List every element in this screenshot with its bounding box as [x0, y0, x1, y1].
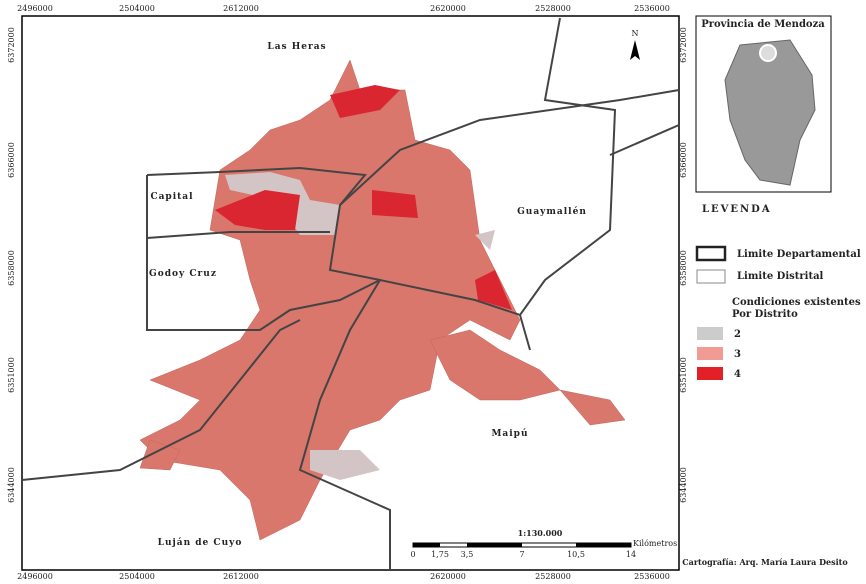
- legend-subtitle: Condiciones existentes: [732, 297, 861, 308]
- scale-tick-label: 1,75: [431, 550, 449, 559]
- zone: [215, 190, 300, 230]
- legend-swatch: [697, 327, 723, 340]
- legend-swatch: [697, 347, 723, 360]
- scale-unit: Kilómetros: [633, 539, 677, 548]
- scale-ticks: 0 1,75 3,5 7 10,5 14: [410, 550, 636, 559]
- department-label: Godoy Cruz: [149, 269, 217, 279]
- coord-bottom: 2528000: [535, 572, 571, 581]
- limit: [519, 314, 531, 351]
- coord-top: 2620000: [430, 4, 466, 13]
- legend-line-swatch: [696, 269, 726, 284]
- legend-class-label: 2: [734, 329, 741, 340]
- scale-tick-label: 7: [519, 550, 524, 559]
- scale-ratio: 1:130.000: [518, 528, 563, 538]
- coord-top: 2536000: [634, 4, 670, 13]
- limit: [298, 279, 391, 570]
- legend-title: LEVENDA: [702, 204, 772, 215]
- class-4-zones: [215, 85, 512, 310]
- department-label: Maipú: [491, 428, 528, 439]
- coord-left: 6358000: [7, 250, 16, 286]
- coord-left: 6351000: [7, 357, 16, 393]
- legend-line-label: Limite Departamental: [737, 249, 861, 260]
- scale-seg: [576, 543, 631, 547]
- coord-right: 6351000: [679, 357, 688, 393]
- legend-subtitle: Por Distrito: [732, 309, 798, 320]
- coordinates: 2496000 2496000 2504000 2504000 2612000 26120…: [7, 4, 688, 581]
- limit: [339, 89, 680, 206]
- department-label: Luján de Cuyo: [158, 537, 243, 548]
- coord-left: 6372000: [7, 27, 16, 63]
- scale-tick-label: 0: [410, 550, 415, 559]
- legend-class-label: 4: [734, 369, 741, 380]
- arrow: [630, 40, 640, 60]
- scale-tick-label: 14: [626, 550, 636, 559]
- legend-swatch: [697, 367, 723, 380]
- zone: [475, 230, 495, 250]
- scale-seg: [413, 543, 440, 547]
- legend-line-label: Limite Distrital: [737, 271, 824, 282]
- province-shape: [724, 39, 816, 186]
- north-label: N: [632, 29, 639, 38]
- coord-top: 2504000: [119, 4, 155, 13]
- coord-bottom: 2612000: [223, 572, 259, 581]
- coord-bottom: 2504000: [119, 572, 155, 581]
- credit: Cartografía: Arq. María Laura Desito: [682, 557, 848, 567]
- department-label: Las Heras: [267, 42, 326, 52]
- department-limits: [21, 17, 680, 570]
- limit: [21, 319, 301, 481]
- coord-right: 6366000: [679, 142, 688, 178]
- north-arrow: [630, 40, 640, 60]
- zone: [475, 270, 512, 310]
- zone: [330, 85, 400, 118]
- coord-right: 6372000: [679, 27, 688, 63]
- limit: [146, 175, 381, 331]
- legend-classes: 2 3 4: [697, 327, 741, 380]
- limit: [146, 17, 617, 317]
- department-label: Capital: [150, 192, 193, 202]
- study-area: [759, 44, 777, 62]
- coord-top: 2496000: [17, 4, 53, 13]
- zone: [372, 190, 418, 218]
- coord-bottom: 2536000: [634, 572, 670, 581]
- coord-bottom: 2620000: [430, 572, 466, 581]
- scale-tick-label: 10,5: [567, 550, 585, 559]
- limit: [609, 124, 680, 156]
- coord-bottom: 2496000: [17, 572, 53, 581]
- scale-tick-label: 3,5: [461, 550, 474, 559]
- scale-seg: [467, 543, 522, 547]
- legend-class-label: 3: [734, 349, 741, 360]
- inset-title: Provincia de Mendoza: [701, 19, 825, 30]
- coord-left: 6366000: [7, 142, 16, 178]
- urban-zone: [559, 389, 626, 426]
- coord-left: 6344000: [7, 467, 16, 503]
- zone: [310, 450, 380, 480]
- coord-top: 2528000: [535, 4, 571, 13]
- legend-line-swatch: [695, 245, 727, 262]
- coord-top: 2612000: [223, 4, 259, 13]
- scale-bar: [412, 542, 632, 548]
- department-label: Guaymallén: [517, 206, 587, 217]
- limit: [146, 231, 330, 239]
- coord-right: 6344000: [679, 467, 688, 503]
- coord-right: 6358000: [679, 250, 688, 286]
